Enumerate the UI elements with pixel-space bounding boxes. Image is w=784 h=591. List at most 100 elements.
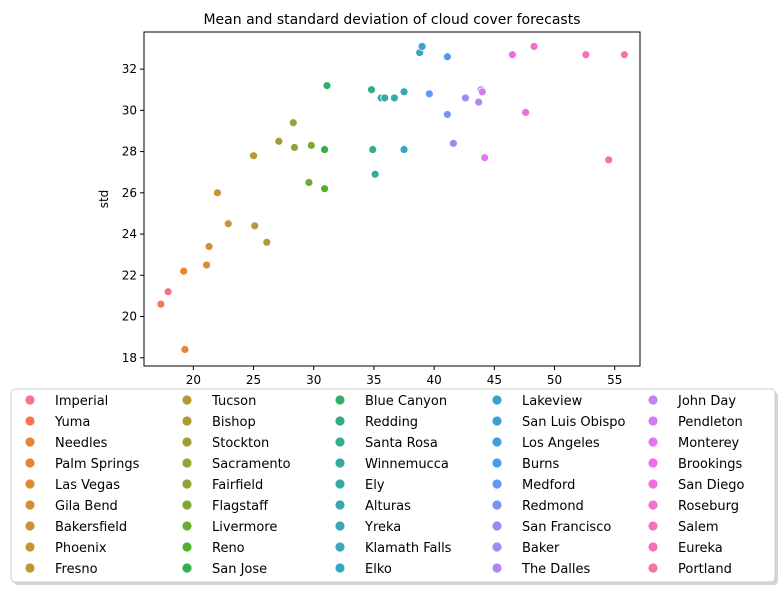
x-tick-label: 50: [547, 373, 562, 387]
legend-label: Redding: [365, 415, 418, 430]
legend-marker: [24, 520, 36, 532]
y-tick-label: 20: [122, 310, 137, 324]
legend-entry: Yuma: [24, 415, 90, 430]
legend-marker: [491, 457, 503, 469]
data-point: [156, 299, 166, 309]
legend-box: [10, 388, 776, 583]
legend-label: Tucson: [211, 394, 256, 409]
legend-marker: [491, 415, 503, 427]
legend-label: Baker: [522, 541, 560, 556]
legend-entry: Winnemucca: [334, 457, 449, 472]
legend-marker: [334, 520, 346, 532]
data-point: [370, 169, 380, 179]
data-point: [163, 287, 173, 297]
legend-label: Yreka: [364, 520, 401, 535]
legend-entry: Eureka: [647, 541, 723, 556]
legend-marker: [647, 415, 659, 427]
legend-marker: [24, 415, 36, 427]
data-point: [179, 266, 189, 276]
legend-entry: Tucson: [181, 394, 256, 409]
x-tick-label: 25: [246, 373, 261, 387]
legend-marker: [181, 436, 193, 448]
data-point: [250, 221, 260, 231]
legend-marker: [647, 478, 659, 490]
legend-label: Los Angeles: [522, 436, 600, 451]
legend-label: Santa Rosa: [365, 436, 438, 451]
data-point: [304, 178, 314, 187]
legend-label: Lakeview: [522, 394, 583, 409]
legend-marker: [24, 436, 36, 448]
legend-entry: Las Vegas: [24, 478, 120, 493]
legend-marker: [647, 520, 659, 532]
data-point: [306, 140, 316, 150]
legend-entry: Los Angeles: [491, 436, 600, 451]
legend-marker: [334, 541, 346, 553]
data-point: [367, 85, 376, 95]
legend-entry: Baker: [491, 541, 560, 556]
legend-label: Reno: [212, 541, 245, 556]
legend-label: Bishop: [212, 415, 256, 430]
legend-entry: Lakeview: [491, 394, 583, 409]
y-tick-label: 32: [122, 62, 137, 76]
y-tick-label: 28: [122, 145, 137, 159]
legend-label: San Francisco: [522, 520, 611, 535]
legend-label: Bakersfield: [55, 520, 127, 535]
legend-label: Sacramento: [212, 457, 291, 472]
legend-label: Burns: [522, 457, 560, 472]
data-point: [204, 242, 214, 251]
y-tick-label: 22: [122, 268, 137, 282]
legend-entry: San Francisco: [491, 520, 611, 535]
legend-marker: [491, 499, 503, 511]
legend-label: Las Vegas: [55, 478, 120, 493]
legend-entry: Medford: [491, 478, 575, 493]
legend-marker: [334, 499, 346, 511]
legend-entry: Imperial: [24, 394, 108, 409]
x-tick-label: 20: [186, 373, 201, 387]
legend-entry: Bishop: [181, 415, 256, 430]
legend-entry: Brookings: [647, 457, 743, 472]
legend-label: Fairfield: [212, 478, 263, 493]
legend-entry: The Dalles: [491, 562, 591, 577]
plot-frame: [143, 31, 641, 367]
legend-label: Alturas: [365, 499, 411, 514]
legend-label: Palm Springs: [55, 457, 140, 472]
legend-marker: [334, 436, 346, 448]
legend-marker: [647, 436, 659, 448]
legend-entry: Salem: [647, 520, 719, 535]
legend-marker: [491, 394, 503, 406]
data-point: [368, 145, 378, 154]
data-point: [461, 93, 470, 103]
legend-marker: [181, 499, 193, 511]
legend-marker: [181, 478, 193, 490]
data-point: [442, 52, 452, 62]
legend-label: Ely: [365, 478, 385, 493]
data-point: [322, 81, 332, 91]
legend-marker: [24, 499, 36, 511]
legend: Imperial Yuma Needles Palm Springs Las Vegas…: [10, 388, 778, 585]
legend-entry: Alturas: [334, 499, 411, 514]
legend-marker: [647, 541, 659, 553]
data-point: [521, 108, 531, 117]
data-point: [417, 42, 427, 51]
legend-entry: Palm Springs: [24, 457, 140, 472]
x-tick-label: 30: [306, 373, 321, 387]
y-tick-label: 18: [122, 351, 137, 365]
legend-entry: Stockton: [181, 436, 269, 451]
data-point: [223, 219, 233, 229]
data-point: [604, 155, 614, 165]
legend-entry: Fairfield: [181, 478, 263, 493]
legend-label: Stockton: [212, 436, 269, 451]
legend-marker: [491, 478, 503, 490]
data-point: [320, 145, 329, 154]
data-point: [399, 87, 409, 97]
legend-marker: [491, 436, 503, 448]
legend-marker: [181, 457, 193, 469]
legend-entry: Redding: [334, 415, 418, 430]
data-points: [156, 42, 629, 354]
legend-entry: Sacramento: [181, 457, 291, 472]
x-tick-label: 40: [426, 373, 441, 387]
chart-title: Mean and standard deviation of cloud cov…: [203, 12, 580, 28]
legend-marker: [181, 541, 193, 553]
legend-label: Elko: [365, 562, 392, 577]
